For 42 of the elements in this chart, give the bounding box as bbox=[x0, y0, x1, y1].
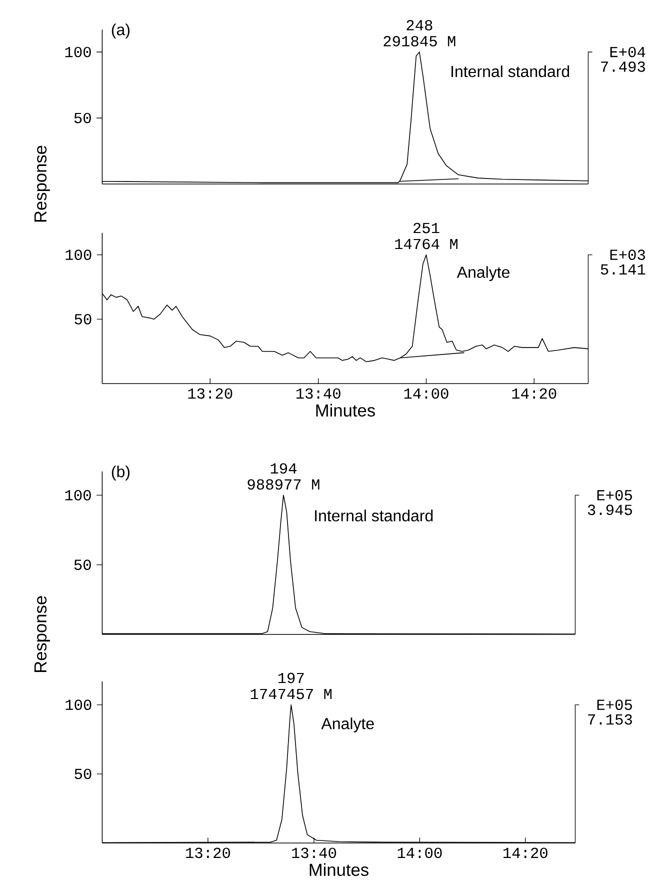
y-tick-label: 50 bbox=[74, 768, 92, 780]
text: 3.945 bbox=[588, 504, 632, 516]
annotation: 197 bbox=[278, 672, 304, 684]
chart-title: (b) bbox=[112, 466, 130, 480]
x-axis-title: Minutes bbox=[316, 404, 375, 417]
text: E+03 bbox=[610, 250, 645, 260]
text: E+05 bbox=[597, 700, 632, 710]
annotation: 988977 M bbox=[248, 479, 320, 490]
x-tick-label: 13:40 bbox=[296, 388, 340, 399]
x-tick-label: 14:20 bbox=[512, 388, 556, 399]
x-tick-label: 13:20 bbox=[186, 848, 230, 858]
chart-title: (a) bbox=[112, 24, 130, 39]
series-label: Analyte bbox=[321, 718, 374, 732]
x-tick-label: 14:00 bbox=[404, 388, 448, 399]
text: 7.493 bbox=[601, 61, 645, 72]
y-tick-label: 50 bbox=[74, 314, 92, 324]
x-tick-label: 14:00 bbox=[398, 848, 442, 858]
annotation: 14764 M bbox=[395, 238, 458, 250]
annotation: 1747457 M bbox=[250, 688, 332, 700]
x-tick-label: 13:20 bbox=[188, 388, 232, 399]
x-tick-label: 14:20 bbox=[503, 848, 548, 858]
text: E+05 bbox=[597, 490, 632, 500]
text: 7.153 bbox=[588, 714, 632, 725]
y-tick-label: 100 bbox=[65, 46, 91, 58]
annotation: 248 bbox=[406, 20, 432, 30]
text: E+04 bbox=[610, 46, 646, 58]
x-axis-title: Minutes bbox=[310, 863, 368, 876]
y-tick-label: 100 bbox=[66, 700, 92, 710]
annotation: 291845 M bbox=[384, 36, 456, 46]
x-tick-label: 13:40 bbox=[292, 848, 336, 858]
text: 5.141 bbox=[600, 264, 646, 275]
y-tick-label: 50 bbox=[74, 560, 91, 570]
series-label: Internal standard bbox=[451, 65, 569, 78]
y-tick-label: 100 bbox=[66, 250, 92, 260]
series-label: Internal standard bbox=[314, 510, 432, 522]
y-axis-title: Response bbox=[34, 596, 50, 672]
y-tick-label: 50 bbox=[74, 112, 91, 124]
y-axis-title: Response bbox=[34, 146, 50, 222]
annotation: 251 bbox=[413, 222, 440, 234]
y-tick-label: 100 bbox=[65, 490, 91, 500]
series-label: Analyte bbox=[456, 266, 510, 282]
annotation: 194 bbox=[270, 463, 296, 474]
